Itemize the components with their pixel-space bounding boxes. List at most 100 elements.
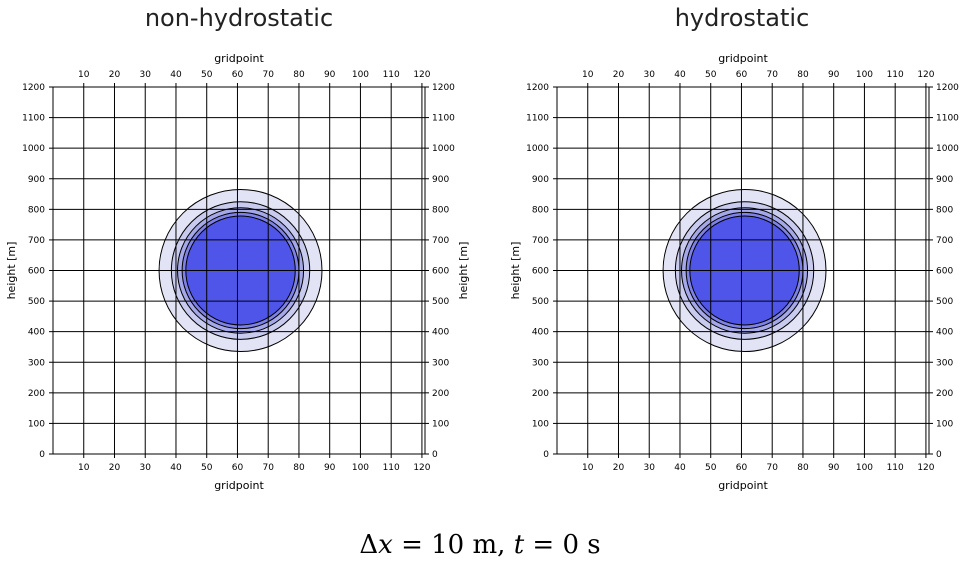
x-tick-label-bottom: 20 bbox=[613, 463, 625, 473]
x-tick-label-bottom: 120 bbox=[917, 463, 934, 473]
x-tick-label-bottom: 20 bbox=[109, 463, 121, 473]
y-axis-label-right: height [m] bbox=[457, 242, 470, 300]
x-tick-label-top: 110 bbox=[383, 70, 400, 80]
x-tick-label-bottom: 30 bbox=[140, 463, 152, 473]
y-tick-label-right: 900 bbox=[936, 175, 953, 185]
y-tick-label-right: 700 bbox=[432, 236, 449, 246]
y-tick-label-left: 1200 bbox=[526, 83, 549, 93]
y-tick-label-left: 600 bbox=[28, 267, 45, 277]
y-tick-label-right: 100 bbox=[936, 419, 953, 429]
x-tick-label-bottom: 50 bbox=[201, 463, 213, 473]
y-tick-label-left: 100 bbox=[28, 419, 45, 429]
chart-title: non-hydrostatic bbox=[145, 4, 333, 32]
x-tick-label-top: 90 bbox=[324, 70, 336, 80]
y-tick-label-right: 300 bbox=[936, 358, 953, 368]
y-tick-label-left: 200 bbox=[28, 389, 45, 399]
y-tick-label-left: 400 bbox=[532, 328, 549, 338]
y-tick-label-right: 1200 bbox=[432, 83, 455, 93]
y-tick-label-right: 200 bbox=[432, 389, 449, 399]
x-tick-label-bottom: 110 bbox=[887, 463, 904, 473]
caption-x-eq: = 10 m, bbox=[392, 530, 514, 560]
x-tick-label-top: 60 bbox=[232, 70, 244, 80]
y-tick-label-left: 300 bbox=[28, 358, 45, 368]
y-tick-label-right: 800 bbox=[432, 205, 449, 215]
x-tick-label-top: 50 bbox=[705, 70, 717, 80]
x-tick-label-top: 70 bbox=[262, 70, 274, 80]
y-tick-label-left: 100 bbox=[532, 419, 549, 429]
x-tick-label-top: 70 bbox=[766, 70, 778, 80]
x-tick-label-top: 10 bbox=[78, 70, 90, 80]
y-tick-label-right: 0 bbox=[936, 450, 942, 460]
x-axis-label-top: gridpoint bbox=[214, 52, 264, 65]
caption-delta: Δ bbox=[359, 530, 379, 560]
x-tick-label-bottom: 80 bbox=[293, 463, 305, 473]
y-tick-label-right: 900 bbox=[432, 175, 449, 185]
x-tick-label-bottom: 60 bbox=[736, 463, 748, 473]
x-tick-label-bottom: 30 bbox=[644, 463, 656, 473]
x-tick-label-bottom: 10 bbox=[78, 463, 90, 473]
y-tick-label-right: 0 bbox=[432, 450, 438, 460]
x-tick-label-bottom: 60 bbox=[232, 463, 244, 473]
y-tick-label-left: 0 bbox=[543, 450, 549, 460]
y-axis-label-left: height [m] bbox=[5, 242, 18, 300]
y-axis-label-left: height [m] bbox=[509, 242, 522, 300]
y-tick-label-left: 1100 bbox=[526, 114, 549, 124]
y-tick-label-left: 1000 bbox=[22, 144, 45, 154]
caption-t-var: t bbox=[513, 530, 525, 560]
y-tick-label-left: 700 bbox=[28, 236, 45, 246]
caption: Δx = 10 m, t = 0 s bbox=[0, 530, 960, 560]
y-tick-label-right: 1100 bbox=[432, 114, 455, 124]
x-tick-label-top: 40 bbox=[170, 70, 182, 80]
x-tick-label-top: 110 bbox=[887, 70, 904, 80]
x-tick-label-bottom: 100 bbox=[352, 463, 369, 473]
x-tick-label-top: 30 bbox=[644, 70, 656, 80]
y-tick-label-right: 300 bbox=[432, 358, 449, 368]
y-tick-label-right: 100 bbox=[432, 419, 449, 429]
x-tick-label-bottom: 40 bbox=[170, 463, 182, 473]
x-axis-label-bottom: gridpoint bbox=[214, 479, 264, 492]
chart-panel-2: hydrostatic 10 10 20 20 30 30 40 40 50 50 60 60 70 70 8… bbox=[509, 4, 959, 492]
x-tick-label-bottom: 120 bbox=[413, 463, 430, 473]
y-tick-label-left: 1100 bbox=[22, 114, 45, 124]
x-tick-label-bottom: 100 bbox=[856, 463, 873, 473]
y-tick-label-right: 500 bbox=[936, 297, 953, 307]
x-tick-label-bottom: 70 bbox=[262, 463, 274, 473]
x-tick-label-top: 10 bbox=[582, 70, 594, 80]
x-tick-label-top: 20 bbox=[109, 70, 121, 80]
y-tick-label-left: 800 bbox=[28, 205, 45, 215]
y-tick-label-right: 700 bbox=[936, 236, 953, 246]
x-tick-label-top: 120 bbox=[413, 70, 430, 80]
y-tick-label-left: 800 bbox=[532, 205, 549, 215]
y-tick-label-left: 700 bbox=[532, 236, 549, 246]
x-tick-label-bottom: 50 bbox=[705, 463, 717, 473]
y-tick-label-left: 300 bbox=[532, 358, 549, 368]
y-tick-label-left: 500 bbox=[532, 297, 549, 307]
y-tick-label-right: 1000 bbox=[432, 144, 455, 154]
x-tick-label-bottom: 70 bbox=[766, 463, 778, 473]
y-tick-label-left: 1000 bbox=[526, 144, 549, 154]
x-tick-label-top: 50 bbox=[201, 70, 213, 80]
x-tick-label-top: 30 bbox=[140, 70, 152, 80]
x-tick-label-top: 40 bbox=[674, 70, 686, 80]
caption-x-var: x bbox=[378, 530, 393, 560]
x-tick-label-bottom: 90 bbox=[828, 463, 840, 473]
x-tick-label-top: 100 bbox=[352, 70, 369, 80]
x-tick-label-top: 20 bbox=[613, 70, 625, 80]
y-tick-label-right: 800 bbox=[936, 205, 953, 215]
chart-title: hydrostatic bbox=[675, 4, 810, 32]
x-tick-label-bottom: 110 bbox=[383, 463, 400, 473]
x-tick-label-top: 80 bbox=[797, 70, 809, 80]
x-tick-label-top: 80 bbox=[293, 70, 305, 80]
y-tick-label-right: 600 bbox=[936, 267, 953, 277]
y-tick-label-right: 1200 bbox=[936, 83, 959, 93]
y-tick-label-right: 1100 bbox=[936, 114, 959, 124]
y-tick-label-left: 1200 bbox=[22, 83, 45, 93]
x-tick-label-top: 100 bbox=[856, 70, 873, 80]
y-tick-label-left: 200 bbox=[532, 389, 549, 399]
x-axis-label-top: gridpoint bbox=[718, 52, 768, 65]
x-tick-label-top: 60 bbox=[736, 70, 748, 80]
y-tick-label-left: 0 bbox=[39, 450, 45, 460]
x-tick-label-top: 120 bbox=[917, 70, 934, 80]
y-tick-label-right: 200 bbox=[936, 389, 953, 399]
